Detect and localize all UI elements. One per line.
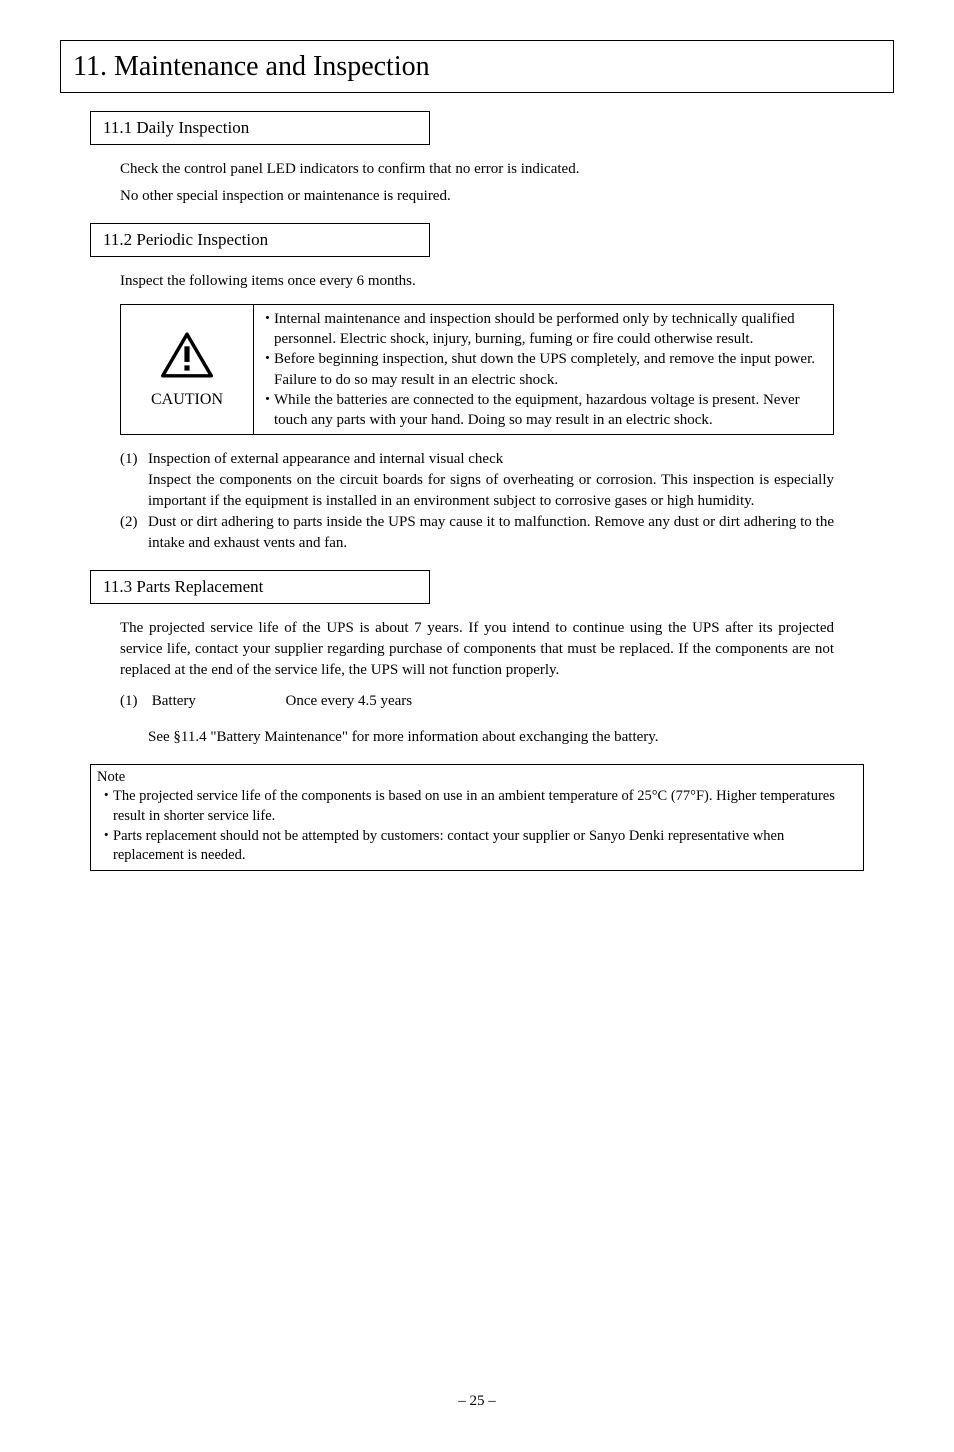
section-11-1-heading-box: 11.1 Daily Inspection [90,111,430,145]
caution-table: CAUTION Internal maintenance and inspect… [120,304,834,436]
note-title: Note [97,767,857,787]
caution-bullet-list: Internal maintenance and inspection shou… [260,309,827,431]
battery-note: See §11.4 "Battery Maintenance" for more… [148,727,834,748]
section-11-2-heading: 11.2 Periodic Inspection [103,228,417,252]
battery-freq: Once every 4.5 years [286,693,413,709]
caution-cell: CAUTION [121,304,254,435]
note-item-2: Parts replacement should not be attempte… [97,827,857,866]
caution-item-2: Before beginning inspection, shut down t… [260,349,827,390]
caution-item-1: Internal maintenance and inspection shou… [260,309,827,350]
inspection-item-2: (2) Dust or dirt adhering to parts insid… [120,512,834,554]
battery-row: (1) Battery Once every 4.5 years [120,691,834,712]
section-11-1-para-1: Check the control panel LED indicators t… [120,159,834,180]
caution-text-cell: Internal maintenance and inspection shou… [254,304,834,435]
section-11-3-heading-box: 11.3 Parts Replacement [90,570,430,604]
note-item-1: The projected service life of the compon… [97,787,857,826]
battery-label: Battery [152,691,282,712]
note-list: The projected service life of the compon… [97,787,857,865]
chapter-title: 11. Maintenance and Inspection [73,47,881,86]
section-11-3-para: The projected service life of the UPS is… [120,618,834,681]
item-1-number: (1) [120,449,138,470]
item-2-body: Dust or dirt adhering to parts inside th… [148,514,834,551]
caution-triangle-icon [161,332,213,378]
page-number: – 25 – [60,1391,894,1412]
inspection-item-1: (1) Inspection of external appearance an… [120,449,834,512]
item-2-number: (2) [120,512,138,533]
section-11-3-heading: 11.3 Parts Replacement [103,575,417,599]
caution-item-3: While the batteries are connected to the… [260,390,827,431]
note-box: Note The projected service life of the c… [90,764,864,871]
section-11-1-heading: 11.1 Daily Inspection [103,116,417,140]
chapter-title-box: 11. Maintenance and Inspection [60,40,894,93]
battery-num: (1) [120,691,148,712]
item-1-lead: Inspection of external appearance and in… [148,451,503,467]
section-11-1-para-2: No other special inspection or maintenan… [120,186,834,207]
section-11-2-intro: Inspect the following items once every 6… [120,271,834,292]
item-1-body: Inspect the components on the circuit bo… [148,472,834,509]
section-11-2-heading-box: 11.2 Periodic Inspection [90,223,430,257]
section-11-2-numbered-list: (1) Inspection of external appearance an… [120,449,834,554]
caution-label: CAUTION [127,389,247,411]
